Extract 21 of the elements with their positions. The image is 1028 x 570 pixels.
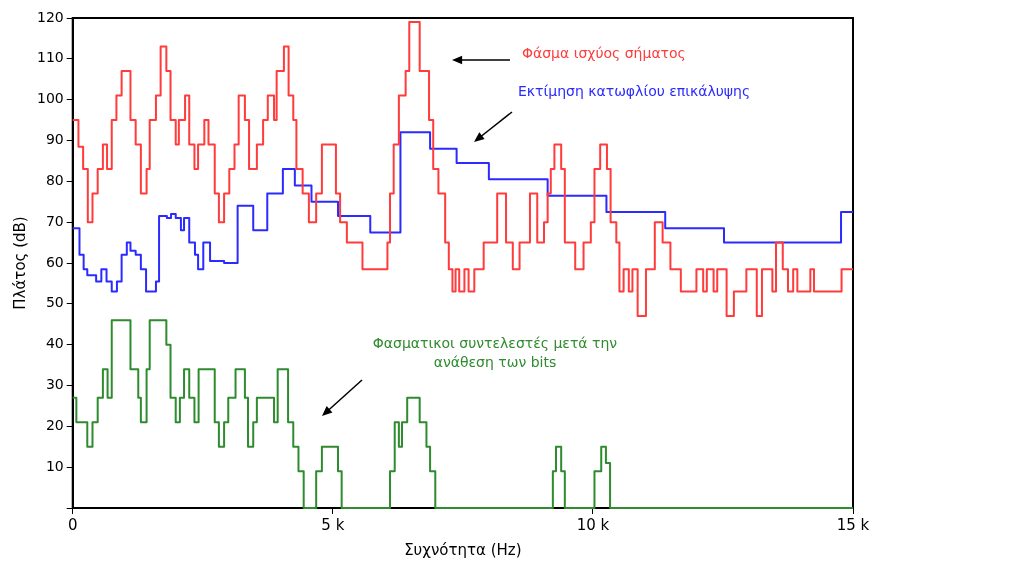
- y-tick-label: 100: [36, 90, 64, 107]
- y-axis-title: Πλάτος (dB): [10, 216, 29, 310]
- text: Φάσμα ισχύος σήματος: [522, 44, 687, 63]
- y-tick-label: 40: [45, 335, 64, 352]
- y-tick-label: 60: [45, 253, 64, 270]
- x-tick-label: 5 k: [321, 515, 345, 534]
- y-tick-label: 110: [36, 49, 64, 66]
- y-tick-label: 10: [45, 457, 64, 474]
- text: Φασματικοι συντελεστές μετά την ανάθεση των bits: [371, 334, 619, 372]
- y-tick-label: 30: [45, 376, 64, 393]
- x-axis-title: Συχνότητα (Hz): [404, 540, 522, 559]
- x-tick-label: 10 k: [576, 515, 610, 534]
- x-tick-label: 15 k: [836, 515, 870, 534]
- text: Εκτίμηση κατωφλίου επικάλυψης: [518, 82, 752, 101]
- y-tick-label: 90: [45, 131, 64, 148]
- x-tick-label: 0: [67, 515, 78, 534]
- y-tick-label: 70: [45, 212, 64, 229]
- y-tick-label: 20: [45, 416, 64, 433]
- y-tick-label: 120: [36, 8, 64, 25]
- y-tick-label: 80: [45, 171, 64, 188]
- y-tick-label: 50: [45, 294, 64, 311]
